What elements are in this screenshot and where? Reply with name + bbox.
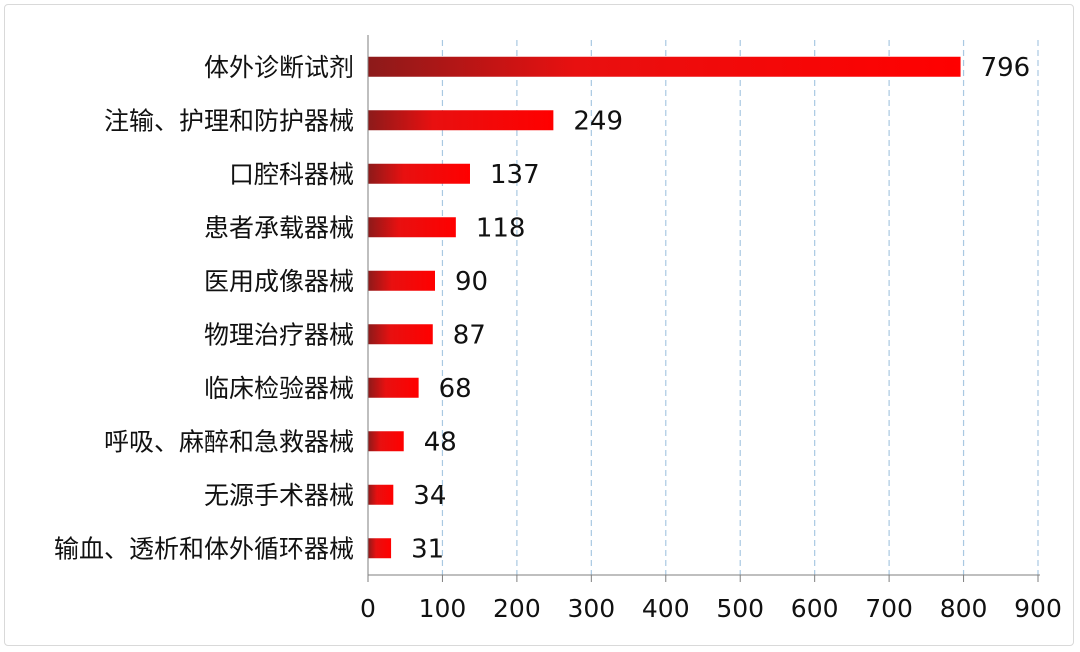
category-label: 体外诊断试剂 — [204, 53, 354, 82]
bar — [368, 163, 470, 184]
x-tick-label: 900 — [1014, 594, 1062, 623]
value-label: 118 — [476, 213, 526, 243]
bar — [368, 270, 435, 291]
category-label: 口腔科器械 — [229, 160, 354, 189]
value-label: 31 — [411, 534, 444, 564]
category-label: 注输、护理和防护器械 — [104, 106, 354, 135]
x-tick-label: 300 — [567, 594, 615, 623]
value-label: 87 — [453, 320, 486, 350]
bar — [368, 217, 456, 238]
bar-chart: 0 100 200 300 400 500 600 700 800 900 体外诊断试剂 796 注输、… — [54, 35, 1062, 623]
chart-frame: 0 100 200 300 400 500 600 700 800 900 体外诊断试剂 796 注输、… — [4, 4, 1074, 646]
axes — [367, 35, 1040, 582]
x-tick-label: 400 — [642, 594, 690, 623]
x-tick-label: 500 — [716, 594, 764, 623]
x-tick-label: 100 — [419, 594, 467, 623]
bar — [368, 431, 404, 452]
category-label: 呼吸、麻醉和急救器械 — [104, 427, 354, 456]
bar — [368, 56, 961, 77]
value-label: 90 — [455, 267, 488, 297]
category-label: 临床检验器械 — [204, 374, 354, 403]
x-tick-label: 700 — [865, 594, 913, 623]
category-label: 医用成像器械 — [204, 267, 354, 296]
category-label: 患者承载器械 — [204, 213, 354, 242]
bars — [368, 56, 961, 559]
category-label: 物理治疗器械 — [204, 320, 354, 349]
value-label: 137 — [490, 160, 540, 190]
x-tick-label: 600 — [791, 594, 839, 623]
value-label: 249 — [573, 106, 623, 136]
bar — [368, 484, 394, 505]
bar — [368, 377, 419, 398]
category-label: 输血、透析和体外循环器械 — [54, 534, 354, 563]
value-label: 34 — [413, 481, 446, 511]
value-label: 68 — [439, 374, 472, 404]
grid-lines — [441, 40, 1039, 575]
bar — [368, 538, 392, 559]
value-label: 48 — [424, 427, 457, 457]
value-label: 796 — [981, 53, 1031, 83]
x-tick-label: 800 — [940, 594, 988, 623]
bar — [368, 110, 554, 131]
x-tick-label: 0 — [360, 594, 376, 623]
category-label: 无源手术器械 — [204, 481, 354, 510]
bar — [368, 324, 433, 345]
labels: 0 100 200 300 400 500 600 700 800 900 体外诊断试剂 796 注输、… — [54, 53, 1062, 623]
x-tick-label: 200 — [493, 594, 541, 623]
